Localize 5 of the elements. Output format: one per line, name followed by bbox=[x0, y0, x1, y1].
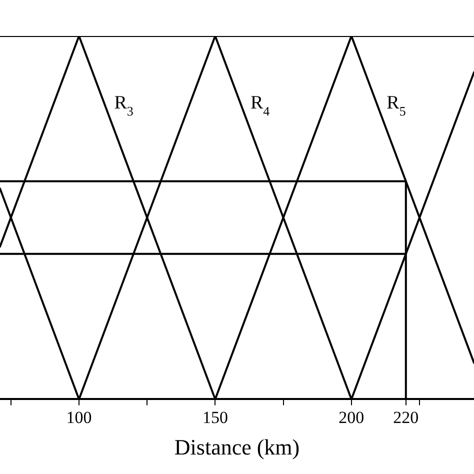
x-tick-label: 150 bbox=[202, 408, 228, 427]
x-tick-label: 220 bbox=[393, 408, 419, 427]
x-axis-title: Distance (km) bbox=[174, 434, 300, 460]
x-tick-label: 100 bbox=[66, 408, 92, 427]
x-tick-label: 200 bbox=[338, 408, 364, 427]
